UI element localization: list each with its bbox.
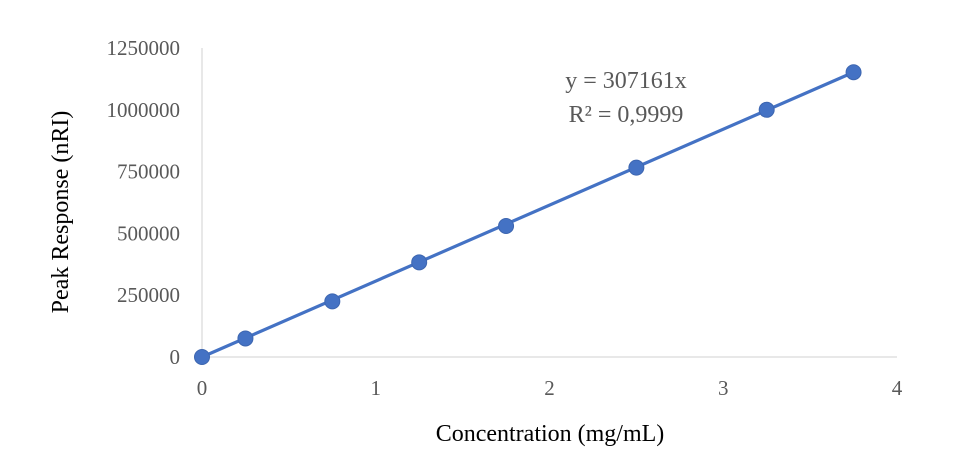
data-point [758,101,775,118]
data-point [194,349,210,365]
data-point [411,254,428,271]
y-tick-label: 1250000 [107,36,181,60]
x-tick-label: 3 [718,376,729,400]
data-point [498,217,515,234]
trendline-equation: y = 307161x [565,68,687,94]
y-tick-label: 750000 [117,160,180,184]
data-point [237,330,254,347]
y-tick-label: 0 [170,345,181,369]
y-tick-label: 250000 [117,283,180,307]
data-point [324,293,341,310]
tick-labels: 0 1 2 3 4 0 250000 500000 750000 1000000 1250000 [107,36,903,400]
data-point [628,159,645,176]
x-axis-title: Concentration (mg/mL) [436,421,665,447]
x-tick-label: 1 [371,376,382,400]
trendline [200,70,856,359]
x-tick-label: 4 [892,376,903,400]
data-points [194,64,862,365]
x-tick-label: 2 [544,376,555,400]
y-tick-label: 1000000 [107,98,181,122]
data-point [845,64,862,81]
y-tick-label: 500000 [117,221,180,245]
trendline-group [200,70,856,359]
y-axis-title: Peak Response (nRI) [48,111,74,314]
x-tick-label: 0 [197,376,208,400]
axes [201,48,897,358]
r-squared-label: R² = 0,9999 [569,102,684,128]
